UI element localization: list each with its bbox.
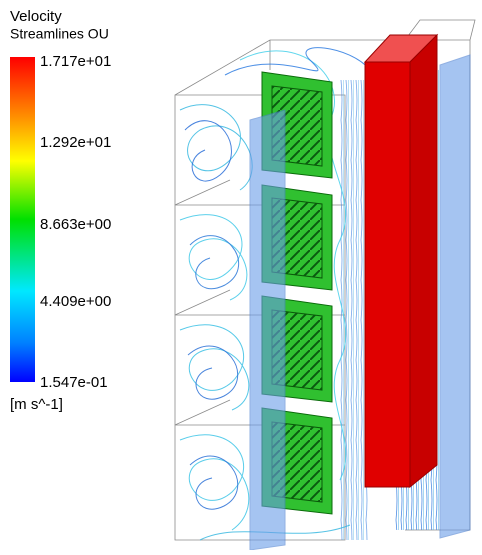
heat-block [365, 35, 437, 487]
tick-label: 1.292e+01 [40, 134, 111, 151]
outlet-panel [440, 55, 470, 538]
tick-label: 1.547e-01 [40, 374, 108, 391]
legend: Velocity Streamlines OU 1.717e+01 1.292e… [10, 8, 111, 413]
tick-label: 1.717e+01 [40, 53, 111, 70]
legend-subtitle: Streamlines OU [10, 26, 109, 42]
scene: Velocity Streamlines OU 1.717e+01 1.292e… [0, 0, 482, 550]
color-bar [10, 57, 35, 382]
streamlines-column [340, 80, 368, 540]
tick-label: 4.409e+00 [40, 293, 111, 310]
tick-label: 8.663e+00 [40, 216, 111, 233]
inlet-panel [250, 110, 285, 550]
render [175, 20, 475, 550]
unit-label: [m s^-1] [10, 396, 63, 413]
legend-title: Velocity [10, 8, 62, 25]
